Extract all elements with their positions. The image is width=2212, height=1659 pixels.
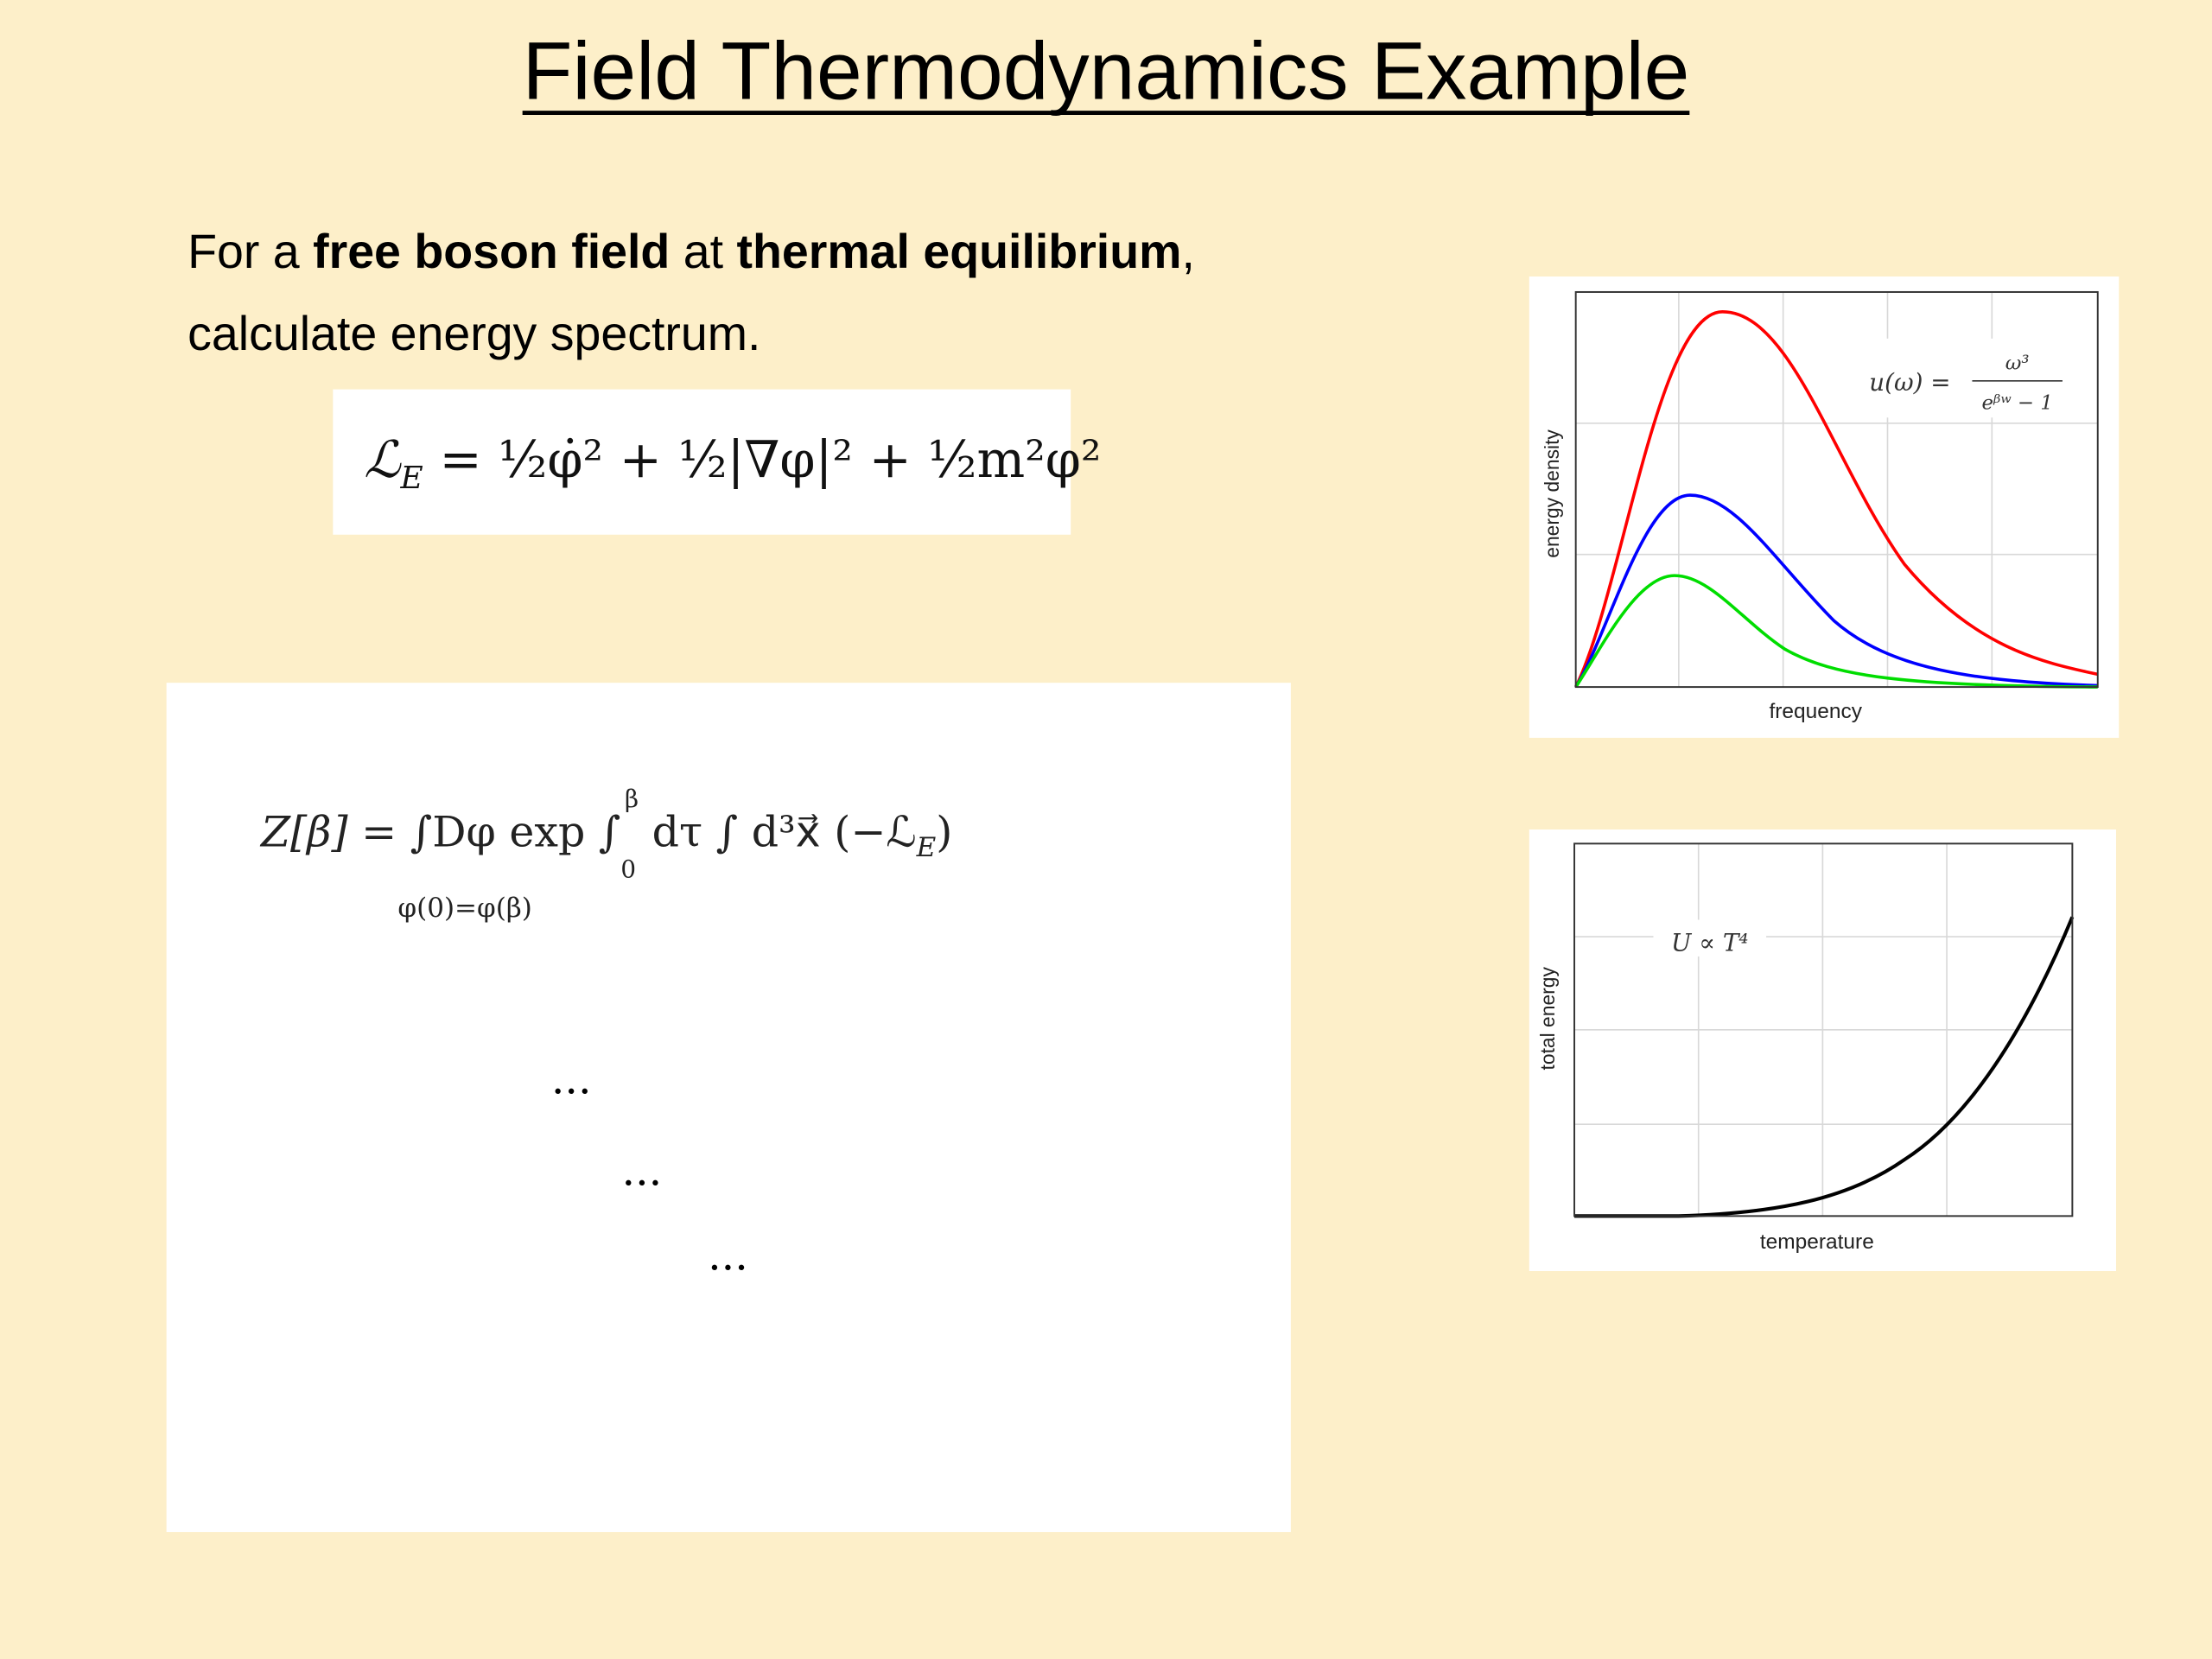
curve-mid-temperature [1574,493,2098,689]
symbol: ℒ [364,429,402,489]
lhs: Z[β] = [259,808,410,857]
formula: U ∝ T⁴ [1671,928,1748,957]
ellipsis: ... [551,1054,592,1103]
formula-rhs: = ½φ̇² + ½|∇φ|² + ½m²φ² [423,429,1102,489]
text: at [670,225,736,278]
plot-frame [1573,842,2074,1217]
subscript: E [400,461,423,496]
bold-text: free boson field [313,225,670,278]
integrand: ∫Dφ exp ∫ [410,808,621,857]
plot-frame [1574,290,2099,689]
x-axis-label: frequency [1769,700,1862,723]
energy-plot: U ∝ T⁴ temperature total energy [1529,830,2116,1272]
formula-background [1653,919,1767,957]
rest: dτ ∫ d³x⃗ (−ℒ [639,808,917,857]
partition-formula: Z[β] = ∫Dφ exp ∫0 β dτ ∫ d³x⃗ (−ℒE) [259,785,952,884]
slide-title: Field Thermodynamics Example [523,25,1690,117]
x-axis-label: temperature [1760,1230,1874,1254]
subscript: E [916,832,937,863]
lower-limit: 0 [620,855,636,884]
close: ) [936,808,952,857]
path-constraint: φ(0)=φ(β) [397,893,531,924]
energy-curve [1574,916,2075,1218]
formula-denominator: eᵝʷ − 1 [1982,391,2053,414]
intro-line: calculate energy spectrum. [188,307,760,360]
upper-limit: β [625,785,639,813]
curve-high-temperature [1574,310,2099,688]
text: For a [188,225,313,278]
text: , [1181,225,1194,278]
bold-text: thermal equilibrium [736,225,1181,278]
lagrangian-formula: ℒE = ½φ̇² + ½|∇φ|² + ½m²φ² [364,429,1101,496]
formula-numerator: ω³ [2005,353,2030,375]
ellipsis: ... [708,1230,748,1280]
spectrum-plot: u(ω) = ω³ eᵝʷ − 1 frequency energy densi… [1529,276,2120,738]
lagrangian-box [333,389,1071,535]
y-axis-label: total energy [1536,967,1559,1071]
y-axis-label: energy density [1541,429,1563,558]
curve-low-temperature [1574,574,2098,689]
intro-line: For a free boson field at thermal equili… [188,225,1195,278]
formula-background [1859,338,2071,418]
derivation-box [166,683,1291,1533]
ellipsis: ... [622,1146,663,1195]
formula-lhs: u(ω) = [1869,368,1950,397]
